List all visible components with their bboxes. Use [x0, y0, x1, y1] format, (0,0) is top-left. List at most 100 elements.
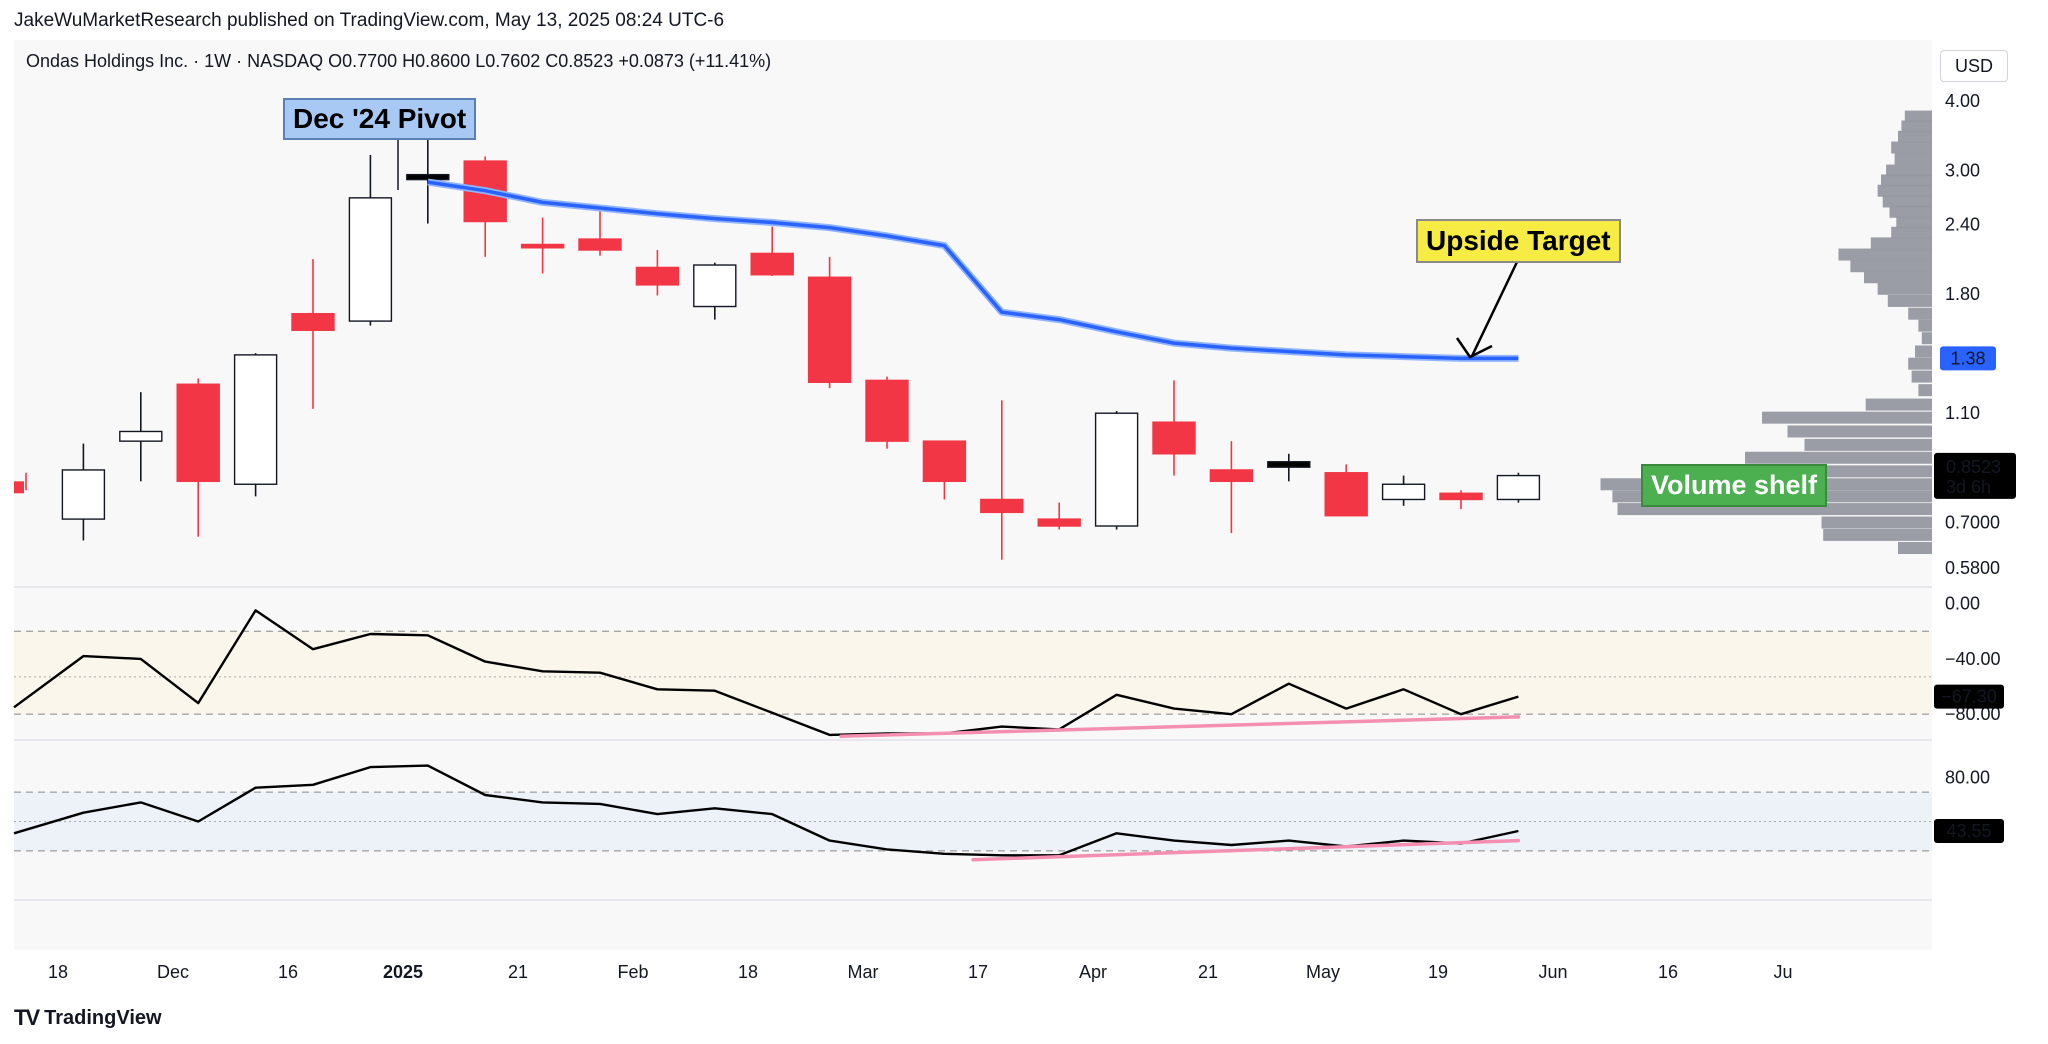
candle-body	[1094, 412, 1139, 527]
ma-price-label-bg	[1940, 346, 1996, 371]
candle-body	[980, 498, 1024, 514]
volume-profile-bar	[1889, 205, 1932, 218]
price-tick-label: 4.00	[1945, 91, 1980, 111]
oscillator-value-label-bg	[1934, 818, 2004, 843]
candle-body	[693, 264, 737, 308]
candle-body	[119, 430, 163, 442]
time-tick-label: May	[1306, 962, 1340, 982]
time-tick-label: 21	[508, 962, 528, 982]
oscillator-tick-label: −40.00	[1945, 649, 2001, 669]
time-tick-label: 19	[1428, 962, 1448, 982]
oscillator-value-label: −67.30	[1941, 687, 1997, 707]
volume-profile-bar	[1918, 319, 1932, 332]
volume-profile-bar	[1918, 384, 1932, 397]
time-tick-label: Feb	[617, 962, 648, 982]
time-tick-label: Mar	[848, 962, 879, 982]
candlestick-series	[14, 123, 1541, 560]
oscillator-band	[14, 631, 1932, 715]
time-tick-label: 21	[1198, 962, 1218, 982]
candle-body	[865, 379, 909, 442]
oscillator-tick-label: 0.00	[1945, 594, 1980, 614]
volume-shelf-annotation[interactable]: Volume shelf	[1641, 464, 1828, 507]
volume-profile-bar	[1908, 357, 1932, 370]
candle-body	[348, 197, 393, 322]
volume-profile-bar	[1887, 294, 1932, 307]
candle-body	[1209, 469, 1254, 483]
annotation-arrows	[397, 138, 1519, 359]
candle-body	[750, 252, 794, 276]
price-tick-label: 2.40	[1945, 215, 1980, 235]
volume-profile-bar	[1921, 332, 1932, 345]
tradingview-brand[interactable]: TV TradingView	[14, 1005, 162, 1031]
volume-profile-bar	[1911, 370, 1932, 383]
volume-profile-bar	[1870, 237, 1932, 250]
candle-body	[520, 243, 565, 249]
time-tick-label: 18	[48, 962, 68, 982]
upside-target-annotation[interactable]: Upside Target	[1416, 219, 1621, 263]
volume-profile-bar	[1898, 130, 1932, 143]
candle-body	[922, 440, 967, 483]
oscillator-2-pane	[13, 764, 1932, 862]
oscillator-1-pane	[13, 609, 1932, 739]
oscillator-trendline	[839, 715, 1521, 739]
upside-target-arrowhead	[1455, 337, 1493, 359]
candle-body	[1152, 421, 1196, 455]
price-tick-label: 1.80	[1945, 284, 1980, 304]
price-tick-label: 1.10	[1945, 403, 1980, 423]
pivot-annotation[interactable]: Dec '24 Pivot	[283, 98, 477, 140]
volume-profile-bar	[1864, 271, 1932, 284]
volume-profile-bar	[1838, 248, 1932, 261]
volume-profile-bar	[1762, 411, 1932, 424]
volume-profile-bar	[1891, 141, 1932, 154]
volume-profile-bar	[1915, 345, 1932, 358]
time-tick-label: 2025	[383, 962, 423, 982]
candle-body	[1381, 483, 1426, 501]
oscillator-tick-label: −80.00	[1945, 704, 2001, 724]
candle-body	[1496, 474, 1541, 501]
time-tick-label: Dec	[157, 962, 189, 982]
currency-button[interactable]: USD	[1940, 50, 2008, 82]
volume-profile-bar	[1901, 120, 1932, 133]
brand-name: TradingView	[44, 1006, 162, 1029]
volume-profile-bar	[1908, 307, 1932, 320]
candle-body	[176, 383, 220, 483]
volume-profile-bar	[1894, 152, 1932, 165]
time-tick-label: Apr	[1079, 962, 1107, 982]
oscillator-value-label: 43.55	[1946, 821, 1991, 841]
candle-body	[807, 276, 852, 383]
candle-body	[1267, 461, 1311, 468]
last-price-label-bg	[1934, 452, 2016, 499]
symbol-legend[interactable]: Ondas Holdings Inc. · 1W · NASDAQ O0.770…	[26, 51, 772, 71]
price-tick-label: 0.7000	[1945, 513, 2000, 533]
upside-target-arrow	[1470, 261, 1519, 357]
oscillator-trendline	[971, 838, 1521, 862]
price-tick-label: 0.5800	[1945, 558, 2000, 578]
candle-body	[1439, 492, 1483, 501]
volume-profile-bar	[1787, 425, 1932, 438]
time-axis-band	[0, 950, 2048, 998]
volume-profile-bar	[1896, 216, 1932, 229]
volume-profile-bar	[1891, 226, 1932, 239]
moving-average-series	[427, 178, 1519, 362]
volume-profile-bar	[1865, 398, 1932, 411]
volume-profile-bar	[1881, 174, 1932, 187]
oscillator-tick-label: 80.00	[1945, 767, 1990, 787]
time-tick-label: 16	[1658, 962, 1678, 982]
volume-profile-bar	[1804, 438, 1932, 451]
candle-body	[14, 481, 24, 494]
time-tick-label: 18	[738, 962, 758, 982]
volume-profile-bar	[1898, 542, 1932, 555]
candle-body	[1324, 472, 1368, 517]
volume-profile-bar	[1823, 528, 1932, 541]
volume-profile-bar	[1745, 451, 1932, 464]
axes-layer: 4.003.002.401.801.100.90000.70000.58001.…	[48, 91, 2016, 982]
volume-profile-bar	[1886, 164, 1932, 177]
oscillator-value-label-bg	[1934, 684, 2004, 709]
candle-body	[291, 312, 335, 331]
time-tick-label: 16	[278, 962, 298, 982]
grid-layer	[0, 586, 2048, 998]
time-tick-label: Ju	[1773, 962, 1792, 982]
volume-profile-bar	[1877, 282, 1932, 295]
price-tick-label: 3.00	[1945, 161, 1980, 181]
